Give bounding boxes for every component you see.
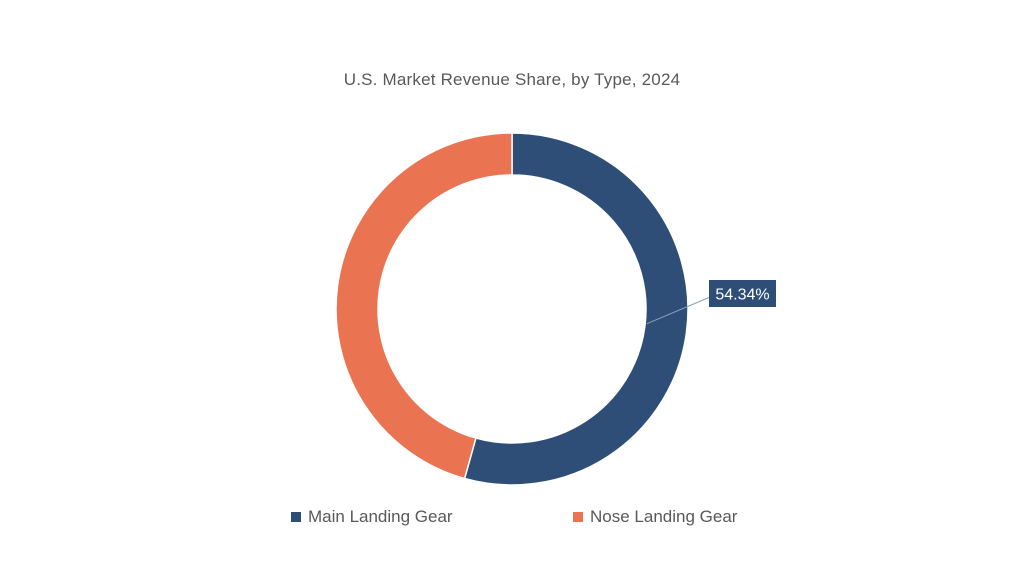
- chart-title: U.S. Market Revenue Share, by Type, 2024: [343, 70, 681, 89]
- legend-swatch-main-landing-gear: [291, 512, 301, 522]
- legend-item-nose-landing-gear: Nose Landing Gear: [573, 507, 737, 527]
- data-label-leader-line: [646, 297, 710, 325]
- legend-label-nose-landing-gear: Nose Landing Gear: [590, 507, 738, 526]
- legend-label-main-landing-gear: Main Landing Gear: [308, 507, 453, 526]
- legend-swatch-nose-landing-gear: [573, 512, 583, 522]
- legend-item-main-landing-gear: Main Landing Gear: [291, 507, 453, 527]
- donut-slice-main-landing-gear: [463, 132, 689, 486]
- data-label-main-landing-gear: 54.34%: [715, 287, 769, 304]
- donut-slice-nose-landing-gear: [335, 132, 513, 480]
- data-label-box: [709, 280, 776, 307]
- chart-legend: Main Landing Gear Nose Landing Gear: [0, 507, 1024, 531]
